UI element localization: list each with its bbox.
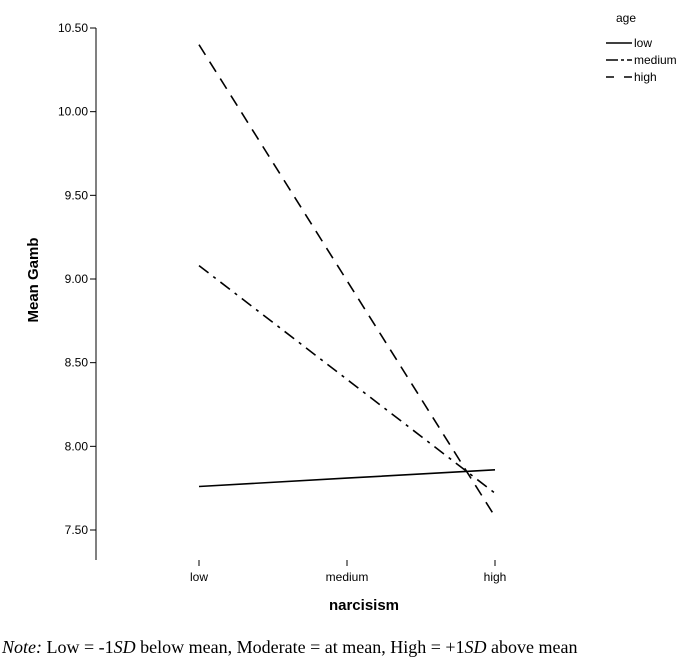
- series-line-high: [198, 44, 496, 518]
- series-line-medium: [198, 264, 496, 494]
- note-part: above mean: [486, 637, 578, 657]
- note-text: Low = -1SD below mean, Moderate = at mea…: [42, 637, 578, 657]
- legend-title: age: [616, 11, 636, 25]
- series-line-low: [198, 469, 496, 488]
- series-lines: [198, 44, 496, 518]
- legend-label-high: high: [634, 70, 657, 84]
- x-tick-label: high: [484, 570, 507, 584]
- x-tick-label: low: [190, 570, 208, 584]
- note-part: SD: [464, 637, 487, 657]
- legend-label-low: low: [634, 36, 652, 50]
- y-tick-label: 8.00: [65, 439, 89, 453]
- y-tick-label: 9.00: [65, 272, 89, 286]
- y-tick-label: 9.50: [65, 188, 89, 202]
- y-tick-label: 10.50: [58, 21, 88, 35]
- note-label: Note:: [2, 637, 42, 657]
- y-axis-ticks: 7.50 8.00 8.50 9.00 9.50 10.00 10.50: [58, 21, 96, 537]
- figure-note: Note: Low = -1SD below mean, Moderate = …: [2, 636, 685, 658]
- x-axis-title: narcisism: [329, 597, 399, 614]
- x-tick-label: medium: [326, 570, 369, 584]
- note-part: SD: [113, 637, 136, 657]
- note-part: below mean, Moderate = at mean, High = +…: [135, 637, 465, 657]
- note-part: Low = -1: [42, 637, 114, 657]
- y-tick-label: 7.50: [65, 523, 89, 537]
- y-tick-label: 8.50: [65, 356, 89, 370]
- y-tick-label: 10.00: [58, 105, 88, 119]
- legend-label-medium: medium: [634, 53, 677, 67]
- y-axis-title: Mean Gamb: [25, 237, 42, 322]
- chart: 7.50 8.00 8.50 9.00 9.50 10.00 10.50 low medium…: [25, 11, 677, 614]
- legend: age low medium high: [606, 11, 677, 84]
- x-axis-ticks: low medium high: [190, 560, 506, 584]
